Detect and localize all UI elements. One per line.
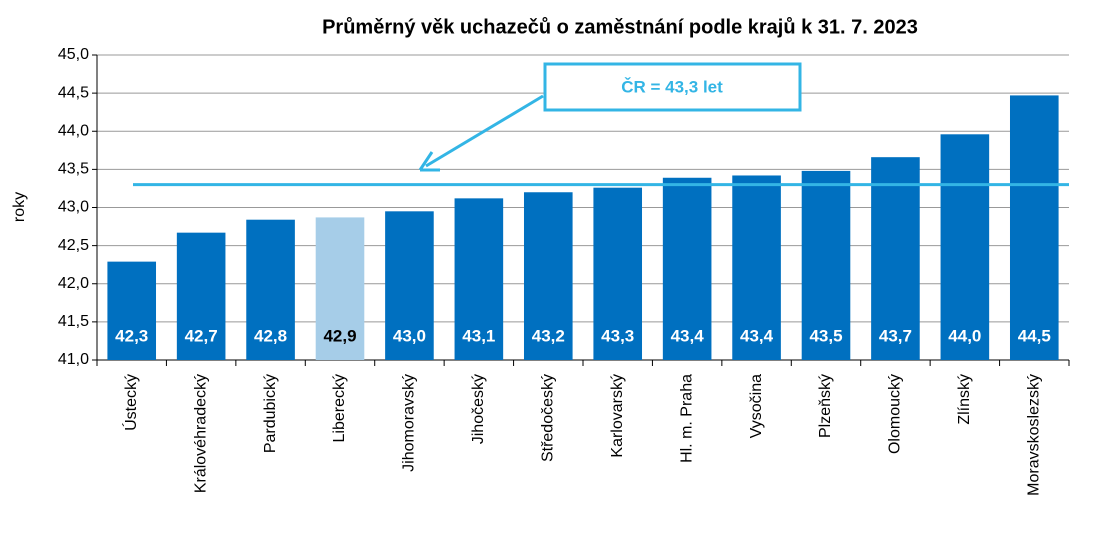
data-label: 43,3 (601, 326, 634, 345)
y-tick-label: 45,0 (58, 46, 89, 63)
data-label: 43,2 (532, 326, 565, 345)
bar (940, 134, 990, 360)
annotation-arrow (425, 94, 544, 168)
x-tick-label: Olomoucký (887, 374, 904, 454)
data-label: 43,0 (393, 326, 426, 345)
data-label: 42,3 (115, 326, 148, 345)
x-tick-label: Jihomoravský (401, 374, 418, 472)
data-label: 43,5 (809, 326, 842, 345)
data-label: 42,7 (185, 326, 218, 345)
bar (315, 217, 365, 360)
x-tick-label: Středočeský (540, 374, 557, 462)
bar (871, 157, 920, 360)
data-label: 44,5 (1018, 326, 1051, 345)
y-tick-label: 41,0 (58, 351, 89, 368)
y-tick-label: 41,5 (58, 313, 89, 330)
bar (732, 175, 781, 360)
bar (662, 177, 712, 360)
y-tick-label: 42,5 (58, 237, 89, 254)
bar (1009, 95, 1059, 360)
data-label: 43,4 (740, 326, 774, 345)
x-tick-label: Plzeňský (817, 374, 834, 438)
annotation-box (543, 62, 802, 112)
data-label: 44,0 (948, 326, 981, 345)
x-tick-label: Královéhradecký (192, 374, 209, 493)
x-tick-label: Pardubický (262, 374, 279, 453)
annotation: ČR = 43,3 let (621, 77, 723, 96)
x-tick-label: Karlovarský (609, 374, 626, 458)
data-label: 42,8 (254, 326, 287, 345)
y-tick-label: 44,5 (58, 84, 89, 101)
y-tick-label: 44,0 (58, 122, 89, 139)
data-label: 43,1 (462, 326, 495, 345)
data-label: 43,7 (879, 326, 912, 345)
x-tick-label: Hl. m. Praha (678, 374, 695, 463)
annotation-arrowhead (418, 151, 440, 172)
bar (454, 198, 504, 360)
data-label: 43,4 (671, 326, 705, 345)
data-label: 42,9 (323, 326, 356, 345)
bar (385, 211, 434, 360)
bar (801, 170, 851, 360)
y-axis-label: roky (11, 192, 28, 222)
y-tick-label: 43,5 (58, 161, 89, 178)
bar (523, 192, 573, 360)
x-tick-label: Liberecký (331, 374, 348, 442)
x-tick-label: Jihočeský (470, 374, 487, 444)
bar (593, 187, 643, 360)
chart-title: Průměrný věk uchazečů o zaměstnání podle… (322, 16, 918, 38)
y-tick-label: 43,0 (58, 199, 89, 216)
bar (246, 219, 295, 360)
x-tick-label: Ústecký (121, 374, 140, 431)
bar (107, 261, 157, 360)
x-tick-label: Zlínský (956, 374, 973, 425)
y-tick-label: 42,0 (58, 275, 89, 292)
x-tick-label: Moravskoslezský (1026, 374, 1043, 496)
x-tick-label: Vysočina (748, 374, 765, 438)
bar (176, 232, 226, 360)
